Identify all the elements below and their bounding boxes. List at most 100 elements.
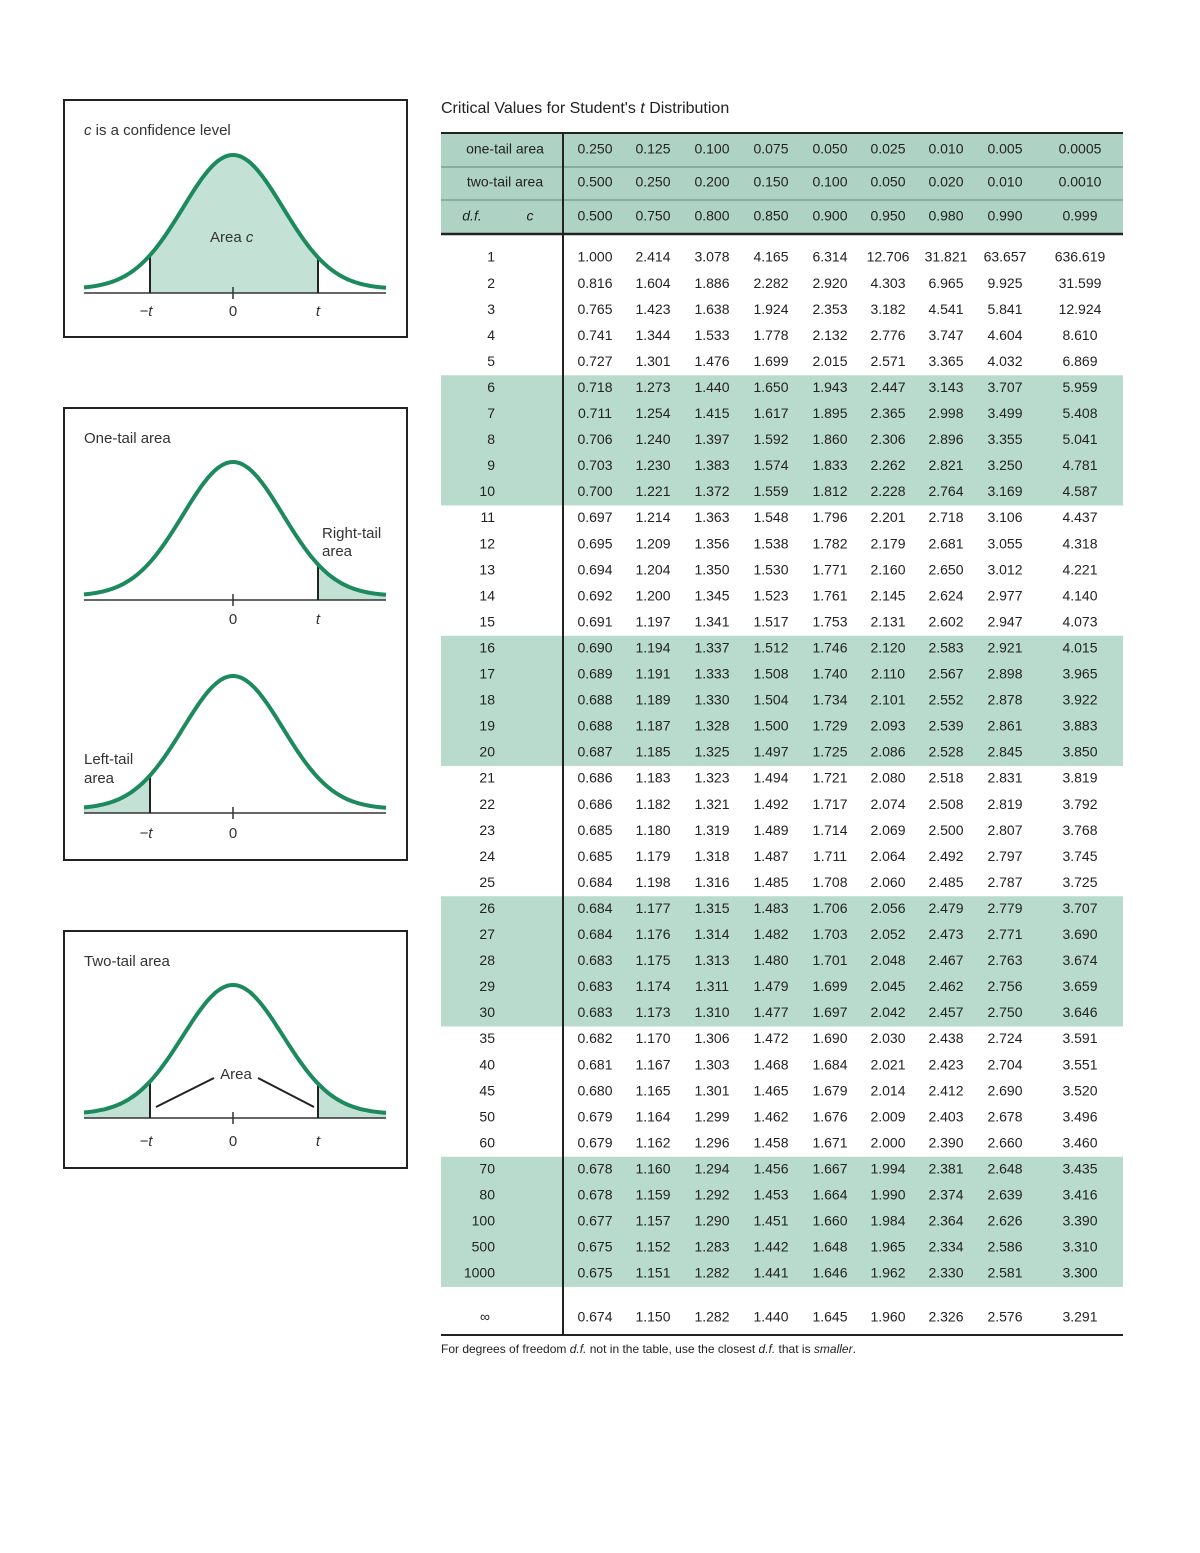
- cell: 1.645: [812, 1309, 847, 1325]
- cell: 2.042: [870, 1004, 905, 1020]
- cell: 2.896: [928, 431, 963, 447]
- cell: 1.254: [635, 405, 670, 421]
- header-cell: 0.750: [635, 208, 670, 224]
- cell: 0.685: [577, 822, 612, 838]
- cell: 2.819: [987, 796, 1022, 812]
- cell: 1.330: [694, 692, 729, 708]
- cell: 1.533: [694, 327, 729, 343]
- cell: 2.947: [987, 613, 1022, 629]
- cell: 1.345: [694, 587, 729, 603]
- cell: 2.678: [987, 1108, 1022, 1124]
- df-cell: 14: [479, 587, 495, 603]
- cell: 1.221: [635, 483, 670, 499]
- header-cell: 0.900: [812, 208, 847, 224]
- cell: 1.725: [812, 744, 847, 760]
- cell: 1.504: [753, 692, 788, 708]
- cell: 2.807: [987, 822, 1022, 838]
- cell: 1.650: [753, 379, 788, 395]
- cell: 1.177: [635, 900, 670, 916]
- cell: 3.922: [1062, 692, 1097, 708]
- text: Area: [210, 229, 246, 246]
- cell: 1.301: [694, 1082, 729, 1098]
- axis-label: t: [316, 303, 321, 320]
- cell: 0.675: [577, 1265, 612, 1281]
- cell: 1.860: [812, 431, 847, 447]
- cell: 0.683: [577, 952, 612, 968]
- axis-label: 0: [229, 611, 237, 628]
- cell: 2.015: [812, 353, 847, 369]
- cell: 3.435: [1062, 1160, 1097, 1176]
- header-cell: 0.010: [928, 141, 963, 157]
- cell: 2.539: [928, 718, 963, 734]
- cell: 3.143: [928, 379, 963, 395]
- axis-label: −t: [140, 303, 154, 320]
- cell: 1.314: [694, 926, 729, 942]
- cell: 1.500: [753, 718, 788, 734]
- cell: 2.998: [928, 405, 963, 421]
- header-cell: 0.500: [577, 174, 612, 190]
- cell: 0.678: [577, 1187, 612, 1203]
- cell: 2.508: [928, 796, 963, 812]
- cell: 1.604: [635, 275, 670, 291]
- cell: 1.676: [812, 1108, 847, 1124]
- cell: 0.685: [577, 848, 612, 864]
- df-cell: 11: [480, 509, 495, 525]
- cell: 1.994: [870, 1160, 905, 1176]
- cell: 1.350: [694, 561, 729, 577]
- cell: 2.473: [928, 926, 963, 942]
- df-cell: 24: [479, 848, 495, 864]
- cell: 1.706: [812, 900, 847, 916]
- cell: 12.924: [1059, 301, 1102, 317]
- cell: 1.684: [812, 1056, 847, 1072]
- header-band: [441, 167, 1123, 200]
- header-cell: 0.100: [694, 141, 729, 157]
- cell: 0.679: [577, 1134, 612, 1150]
- panel-title: c is a confidence level: [84, 122, 231, 139]
- cell: 2.920: [812, 275, 847, 291]
- cell: 1.313: [694, 952, 729, 968]
- cell: 1.697: [812, 1004, 847, 1020]
- cell: 63.657: [984, 249, 1027, 265]
- cell: 1.157: [635, 1213, 670, 1229]
- cell: 2.000: [870, 1134, 905, 1150]
- cell: 0.816: [577, 275, 612, 291]
- header-cell: 0.250: [635, 174, 670, 190]
- cell: 1.924: [753, 301, 788, 317]
- cell: 2.179: [870, 535, 905, 551]
- cell: 0.689: [577, 666, 612, 682]
- cell: 2.704: [987, 1056, 1022, 1072]
- cell: 0.686: [577, 770, 612, 786]
- cell: 1.185: [635, 744, 670, 760]
- cell: 0.694: [577, 561, 612, 577]
- cell: 1.523: [753, 587, 788, 603]
- df-cell: 12: [479, 535, 495, 551]
- cell: 1.617: [753, 405, 788, 421]
- cell: 2.878: [987, 692, 1022, 708]
- cell: 4.781: [1062, 457, 1097, 473]
- cell: 2.576: [987, 1309, 1022, 1325]
- cell: 0.683: [577, 978, 612, 994]
- cell: 1.000: [577, 249, 612, 265]
- cell: 2.690: [987, 1082, 1022, 1098]
- cell: 1.451: [753, 1213, 788, 1229]
- df-cell: 5: [487, 353, 495, 369]
- df-cell: 9: [487, 457, 495, 473]
- cell: 2.330: [928, 1265, 963, 1281]
- cell: 1.660: [812, 1213, 847, 1229]
- df-cell: 10: [479, 483, 495, 499]
- cell: 2.552: [928, 692, 963, 708]
- cell: 1.485: [753, 874, 788, 890]
- df-cell: 15: [479, 613, 495, 629]
- df-cell: 23: [479, 822, 495, 838]
- cell: 6.965: [928, 275, 963, 291]
- cell: 0.686: [577, 796, 612, 812]
- cell: 12.706: [867, 249, 910, 265]
- shaded-area: [84, 1081, 150, 1118]
- cell: 2.861: [987, 718, 1022, 734]
- cell: 1.283: [694, 1239, 729, 1255]
- df-cell: 500: [472, 1239, 496, 1255]
- header-cell: 0.100: [812, 174, 847, 190]
- cell: 2.381: [928, 1160, 963, 1176]
- cell: 1.198: [635, 874, 670, 890]
- cell: 2.282: [753, 275, 788, 291]
